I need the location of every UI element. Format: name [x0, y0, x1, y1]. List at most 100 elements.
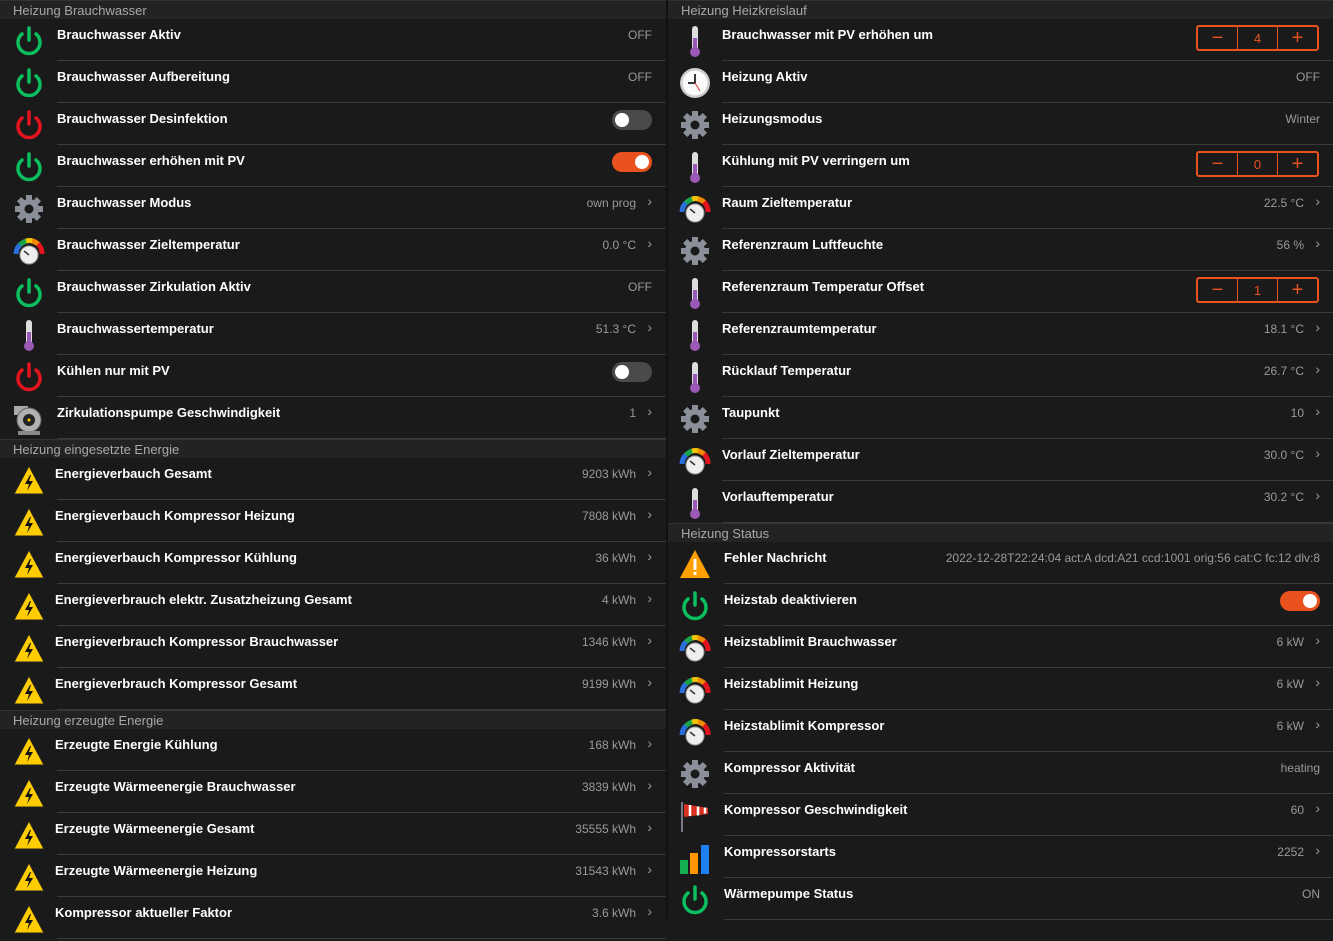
list-item[interactable]: Kühlung mit PV verringern um −0 + — [668, 145, 1333, 187]
decrement-button[interactable]: − — [1211, 26, 1224, 49]
list-item[interactable]: Brauchwasser erhöhen mit PV — [0, 145, 666, 187]
chevron-right-icon[interactable]: › — [647, 506, 652, 522]
chevron-right-icon[interactable]: › — [1315, 235, 1320, 251]
list-item[interactable]: Energieverbauch Gesamt 9203 kWh › — [0, 458, 666, 500]
list-item[interactable]: Raum Zieltemperatur 22.5 °C › — [668, 187, 1333, 229]
chevron-right-icon[interactable]: › — [1315, 487, 1320, 503]
list-item[interactable]: Heizung Aktiv OFF — [668, 61, 1333, 103]
list-item[interactable]: Heizungsmodus Winter — [668, 103, 1333, 145]
list-item[interactable]: Rücklauf Temperatur 26.7 °C › — [668, 355, 1333, 397]
list-item[interactable]: Energieverbauch Kompressor Heizung 7808 k… — [0, 500, 666, 542]
toggle-switch[interactable] — [1280, 591, 1320, 611]
item-value: OFF — [628, 280, 652, 294]
chevron-right-icon[interactable]: › — [1315, 403, 1320, 419]
increment-button[interactable]: + — [1291, 152, 1304, 175]
list-item[interactable]: Vorlauf Zieltemperatur 30.0 °C › — [668, 439, 1333, 481]
increment-button[interactable]: + — [1291, 278, 1304, 301]
toggle-switch[interactable] — [612, 110, 652, 130]
chevron-right-icon[interactable]: › — [1315, 632, 1320, 648]
list-item[interactable]: Erzeugte Energie Kühlung 168 kWh › — [0, 729, 666, 771]
list-item[interactable]: Brauchwasser Modus own prog › — [0, 187, 666, 229]
number-stepper: −0 + — [1196, 151, 1319, 177]
chevron-right-icon[interactable]: › — [1315, 193, 1320, 209]
chevron-right-icon[interactable]: › — [1315, 842, 1320, 858]
chevron-right-icon[interactable]: › — [1315, 716, 1320, 732]
item-label: Kühlung mit PV verringern um — [722, 153, 910, 168]
item-label: Energieverbauch Kompressor Heizung — [55, 508, 295, 523]
gear-icon — [678, 108, 712, 142]
list-item[interactable]: Brauchwasser Desinfektion — [0, 103, 666, 145]
stepper-value[interactable]: 4 — [1237, 27, 1278, 49]
list-item[interactable]: Kühlen nur mit PV — [0, 355, 666, 397]
list-item[interactable]: Kompressor Aktivität heating — [668, 752, 1333, 794]
chevron-right-icon[interactable]: › — [647, 464, 652, 480]
gauge-icon — [678, 192, 712, 226]
list-item[interactable]: Brauchwasser Zirkulation Aktiv OFF — [0, 271, 666, 313]
list-item[interactable]: Energieverbrauch Kompressor Gesamt 9199 k… — [0, 668, 666, 710]
item-value: 168 kWh — [588, 738, 636, 752]
stepper-value[interactable]: 0 — [1237, 153, 1278, 175]
chevron-right-icon[interactable]: › — [647, 235, 652, 251]
gauge-icon — [678, 673, 712, 707]
chevron-right-icon[interactable]: › — [1315, 800, 1320, 816]
list-item[interactable]: Erzeugte Wärmeenergie Brauchwasser 3839 k… — [0, 771, 666, 813]
list-item[interactable]: Brauchwasser Aktiv OFF — [0, 19, 666, 61]
increment-button[interactable]: + — [1291, 26, 1304, 49]
list-item[interactable]: Fehler Nachricht 2022-12-28T22:24:04 act:… — [668, 542, 1333, 584]
power-red-icon — [12, 360, 46, 394]
left-column: Heizung Brauchwasser Brauchwasser Aktiv OF… — [0, 0, 666, 939]
list-item[interactable]: Brauchwasser mit PV erhöhen um −4 + — [668, 19, 1333, 61]
chevron-right-icon[interactable]: › — [647, 903, 652, 919]
list-item[interactable]: Energieverbauch Kompressor Kühlung 36 kWh… — [0, 542, 666, 584]
toggle-switch[interactable] — [612, 152, 652, 172]
item-label: Erzeugte Wärmeenergie Brauchwasser — [55, 779, 296, 794]
right-column: Heizung Heizkreislauf Brauchwasser mit PV… — [668, 0, 1333, 920]
list-item[interactable]: Referenzraumtemperatur 18.1 °C › — [668, 313, 1333, 355]
chevron-right-icon[interactable]: › — [1315, 674, 1320, 690]
list-item[interactable]: Brauchwasser Aufbereitung OFF — [0, 61, 666, 103]
chevron-right-icon[interactable]: › — [647, 548, 652, 564]
list-item[interactable]: Referenzraum Temperatur Offset −1 + — [668, 271, 1333, 313]
stepper-value[interactable]: 1 — [1237, 279, 1278, 301]
list-item[interactable]: Vorlauftemperatur 30.2 °C › — [668, 481, 1333, 523]
power-green-icon — [12, 150, 46, 184]
list-item[interactable]: Referenzraum Luftfeuchte 56 % › — [668, 229, 1333, 271]
list-item[interactable]: Brauchwasser Zieltemperatur 0.0 °C › — [0, 229, 666, 271]
chevron-right-icon[interactable]: › — [647, 193, 652, 209]
chevron-right-icon[interactable]: › — [647, 735, 652, 751]
divider — [57, 228, 666, 229]
divider — [57, 667, 666, 668]
decrement-button[interactable]: − — [1211, 278, 1224, 301]
chevron-right-icon[interactable]: › — [1315, 445, 1320, 461]
chevron-right-icon[interactable]: › — [1315, 361, 1320, 377]
list-item[interactable]: Brauchwassertemperatur 51.3 °C › — [0, 313, 666, 355]
list-item[interactable]: Heizstablimit Heizung 6 kW › — [668, 668, 1333, 710]
list-item[interactable]: Heizstablimit Brauchwasser 6 kW › — [668, 626, 1333, 668]
chevron-right-icon[interactable]: › — [1315, 319, 1320, 335]
number-stepper: −1 + — [1196, 277, 1319, 303]
list-item[interactable]: Energieverbrauch elektr. Zusatzheizung G… — [0, 584, 666, 626]
chevron-right-icon[interactable]: › — [647, 861, 652, 877]
chevron-right-icon[interactable]: › — [647, 777, 652, 793]
list-item[interactable]: Erzeugte Wärmeenergie Gesamt 35555 kWh › — [0, 813, 666, 855]
decrement-button[interactable]: − — [1211, 152, 1224, 175]
toggle-switch[interactable] — [612, 362, 652, 382]
chevron-right-icon[interactable]: › — [647, 674, 652, 690]
high-voltage-icon — [12, 673, 46, 707]
list-item[interactable]: Erzeugte Wärmeenergie Heizung 31543 kWh › — [0, 855, 666, 897]
chevron-right-icon[interactable]: › — [647, 632, 652, 648]
list-item[interactable]: Taupunkt 10 › — [668, 397, 1333, 439]
list-item[interactable]: Kompressor Geschwindigkeit 60 › — [668, 794, 1333, 836]
chevron-right-icon[interactable]: › — [647, 590, 652, 606]
list-item[interactable]: Heizstab deaktivieren — [668, 584, 1333, 626]
list-item[interactable]: Kompressorstarts 2252 › — [668, 836, 1333, 878]
chevron-right-icon[interactable]: › — [647, 819, 652, 835]
list-item[interactable]: Kompressor aktueller Faktor 3.6 kWh › — [0, 897, 666, 939]
thermometer-icon — [678, 318, 712, 352]
chevron-right-icon[interactable]: › — [647, 319, 652, 335]
list-item[interactable]: Heizstablimit Kompressor 6 kW › — [668, 710, 1333, 752]
list-item[interactable]: Wärmepumpe Status ON — [668, 878, 1333, 920]
list-item[interactable]: Zirkulationspumpe Geschwindigkeit 1 › — [0, 397, 666, 439]
list-item[interactable]: Energieverbrauch Kompressor Brauchwasser… — [0, 626, 666, 668]
chevron-right-icon[interactable]: › — [647, 403, 652, 419]
